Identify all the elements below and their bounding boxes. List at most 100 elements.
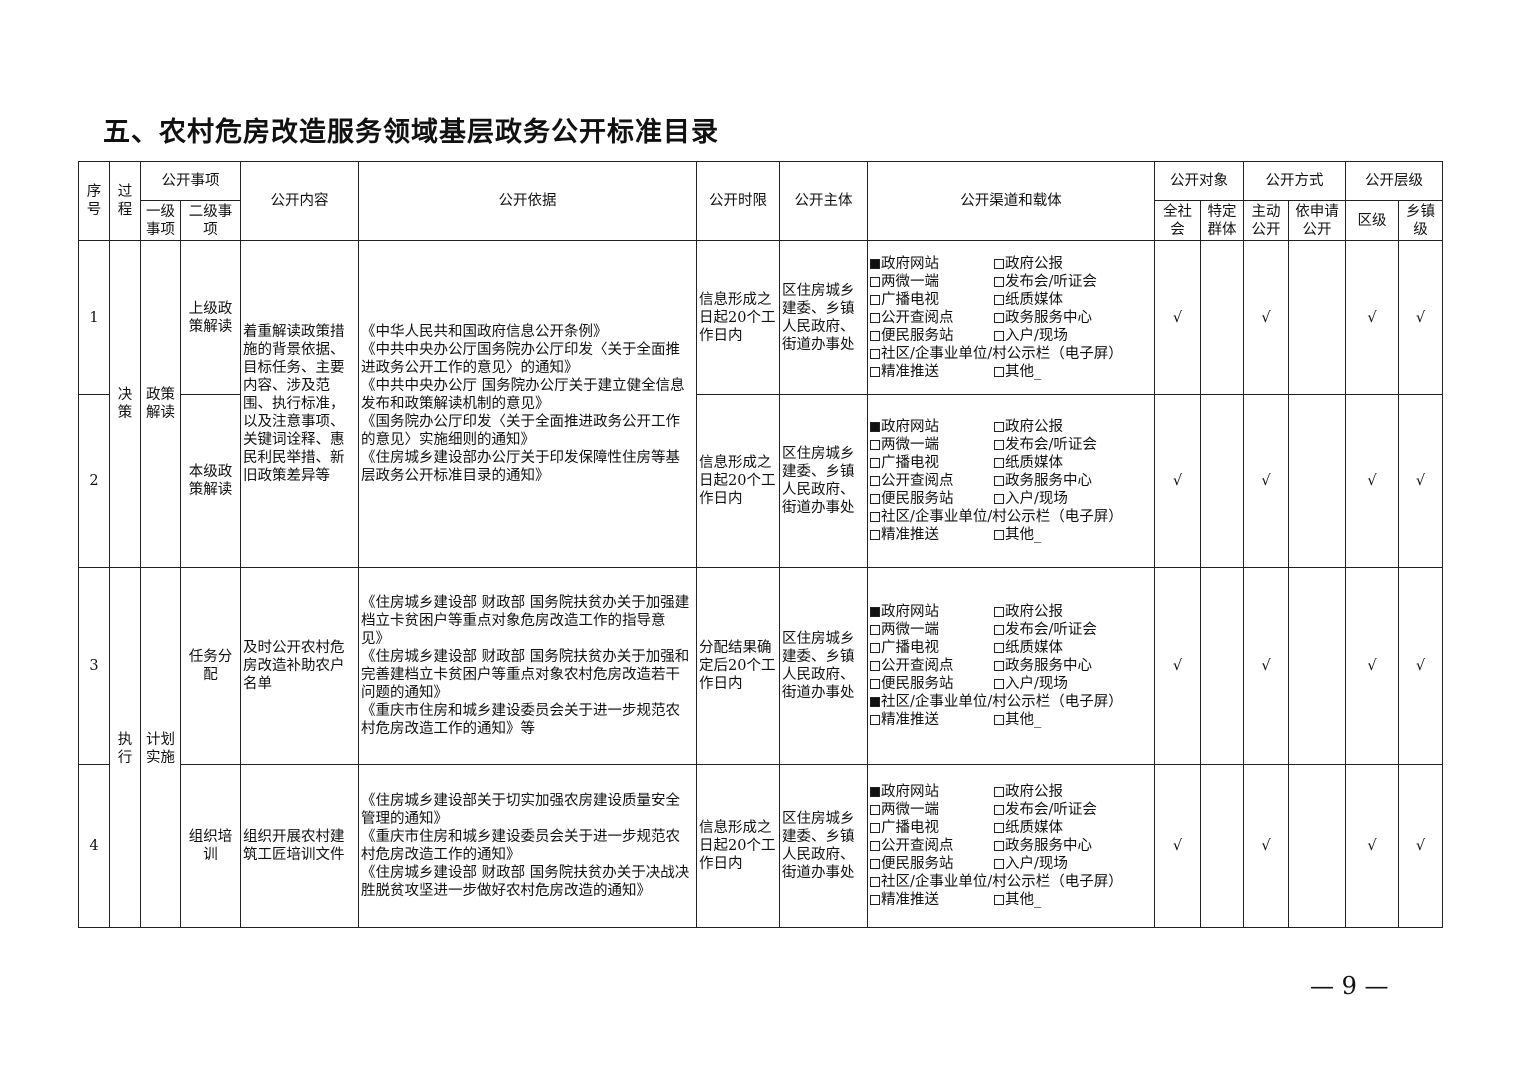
checked-box-icon	[870, 697, 880, 707]
channel-item: 社区/企事业单位/村公示栏（电子屏）	[870, 345, 1152, 363]
subject-cell: 区住房城乡建委、乡镇人民政府、街道办事处	[779, 394, 868, 568]
level-town-cell: √	[1398, 764, 1443, 928]
channel-item: 其他_	[994, 363, 1152, 381]
channel-label: 政府网站	[881, 784, 939, 800]
unchecked-box-icon	[994, 679, 1004, 689]
channel-label: 政务服务中心	[1005, 309, 1092, 326]
channel-label: 社区/企事业单位/村公示栏（电子屏）	[881, 694, 1123, 710]
header-method: 公开方式	[1243, 161, 1346, 201]
channel-item: 精准推送	[870, 711, 994, 729]
unchecked-box-icon	[994, 476, 1004, 486]
channel-label: 政府公报	[1005, 255, 1063, 272]
level-district-cell: √	[1345, 567, 1399, 765]
unchecked-box-icon	[994, 440, 1004, 450]
unchecked-box-icon	[994, 895, 1004, 905]
channel-label: 入户/现场	[1005, 676, 1068, 692]
channel-item: 便民服务站	[870, 327, 994, 345]
unchecked-box-icon	[994, 607, 1004, 617]
channel-item: 政府公报	[994, 418, 1152, 436]
unchecked-box-icon	[994, 366, 1004, 377]
channel-item: 政府网站	[870, 603, 994, 621]
unchecked-box-icon	[994, 530, 1004, 540]
channel-item: 便民服务站	[870, 490, 994, 508]
unchecked-box-icon	[994, 661, 1004, 671]
method-apply-cell	[1288, 764, 1346, 928]
channel-item: 入户/现场	[994, 327, 1152, 345]
method-apply-cell	[1288, 394, 1346, 568]
header-method-apply: 依申请公开	[1288, 200, 1346, 241]
channel-label: 两微一端	[881, 622, 939, 638]
channel-item: 公开查阅点	[870, 657, 994, 675]
unchecked-box-icon	[994, 276, 1004, 287]
unchecked-box-icon	[870, 312, 880, 323]
header-level1: 一级事项	[140, 200, 181, 241]
channel-item: 纸质媒体	[994, 819, 1152, 837]
channel-item: 其他_	[994, 891, 1152, 909]
header-object-specific: 特定群体	[1200, 200, 1244, 241]
unchecked-box-icon	[870, 330, 880, 341]
checked-box-icon	[870, 787, 880, 797]
table-row: 1 决策 政策解读 上级政策解读 着重解读政策措施的背景依据、目标任务、主要内容、涉及范…	[78, 240, 1443, 568]
channel-item: 发布会/听证会	[994, 621, 1152, 639]
unchecked-box-icon	[994, 805, 1004, 815]
channel-label: 发布会/听证会	[1005, 622, 1097, 638]
level-town-cell: √	[1398, 567, 1443, 765]
channel-cell: 政府网站 政府公报 两微一端 发布会/听证会 广播电视 纸质媒体 公开查阅点 政务服务中心 便民…	[867, 567, 1155, 765]
checked-box-icon	[870, 607, 880, 617]
channel-item: 其他_	[994, 526, 1152, 544]
channel-cell: 政府网站 政府公报 两微一端 发布会/听证会 广播电视 纸质媒体 公开查阅点 政务服务中心 便民…	[867, 394, 1155, 568]
unchecked-box-icon	[870, 625, 880, 635]
subject-cell: 区住房城乡建委、乡镇人民政府、街道办事处	[779, 567, 868, 765]
channel-label: 其他_	[1005, 712, 1042, 728]
seq-cell: 2	[78, 394, 110, 568]
subject-cell: 区住房城乡建委、乡镇人民政府、街道办事处	[779, 764, 868, 928]
channel-label: 便民服务站	[881, 856, 954, 872]
unchecked-box-icon	[994, 841, 1004, 851]
channel-item: 发布会/听证会	[994, 273, 1152, 291]
channel-label: 精准推送	[881, 363, 939, 380]
channel-item: 政务服务中心	[994, 657, 1152, 675]
channel-label: 政府网站	[881, 419, 939, 435]
channel-cell: 政府网站 政府公报 两微一端 发布会/听证会 广播电视 纸质媒体 公开查阅点 政务服务中心 便民…	[867, 240, 1155, 395]
basis-cell: 《中华人民共和国政府信息公开条例》 《中共中央办公厅国务院办公厅印发〈关于全面推…	[358, 240, 697, 568]
channel-item: 纸质媒体	[994, 639, 1152, 657]
object-specific-cell	[1200, 567, 1244, 765]
channel-label: 政府公报	[1005, 784, 1063, 800]
unchecked-box-icon	[870, 276, 880, 287]
unchecked-box-icon	[994, 422, 1004, 432]
channel-item: 两微一端	[870, 436, 994, 454]
time-cell: 信息形成之日起20个工作日内	[696, 394, 780, 568]
header-time: 公开时限	[696, 161, 780, 241]
channel-label: 精准推送	[881, 892, 939, 908]
channel-label: 纸质媒体	[1005, 455, 1063, 471]
seq-cell: 1	[78, 240, 110, 395]
object-all-cell: √	[1154, 764, 1201, 928]
header-content: 公开内容	[240, 161, 359, 241]
channel-item: 公开查阅点	[870, 309, 994, 327]
object-all-cell: √	[1154, 567, 1201, 765]
header-matter: 公开事项	[140, 161, 241, 201]
header-subject: 公开主体	[779, 161, 868, 241]
header-seq: 序号	[78, 161, 110, 241]
channel-label: 社区/企事业单位/村公示栏（电子屏）	[881, 874, 1123, 890]
unchecked-box-icon	[870, 512, 880, 522]
channel-label: 政务服务中心	[1005, 838, 1092, 854]
unchecked-box-icon	[870, 895, 880, 905]
channel-item: 纸质媒体	[994, 291, 1152, 309]
channel-item: 精准推送	[870, 363, 994, 381]
channel-label: 发布会/听证会	[1005, 437, 1097, 453]
unchecked-box-icon	[870, 348, 880, 359]
channel-label: 两微一端	[881, 437, 939, 453]
level2-cell: 组织培训	[180, 764, 241, 928]
channel-cell: 政府网站 政府公报 两微一端 发布会/听证会 广播电视 纸质媒体 公开查阅点 政务服务中心 便民…	[867, 764, 1155, 928]
channel-item: 发布会/听证会	[994, 436, 1152, 454]
channel-label: 政府公报	[1005, 604, 1063, 620]
unchecked-box-icon	[994, 787, 1004, 797]
level-district-cell: √	[1345, 240, 1399, 395]
channel-item: 入户/现场	[994, 855, 1152, 873]
object-specific-cell	[1200, 240, 1244, 395]
channel-label: 便民服务站	[881, 676, 954, 692]
time-cell: 分配结果确定后20个工作日内	[696, 567, 780, 765]
channel-item: 精准推送	[870, 526, 994, 544]
